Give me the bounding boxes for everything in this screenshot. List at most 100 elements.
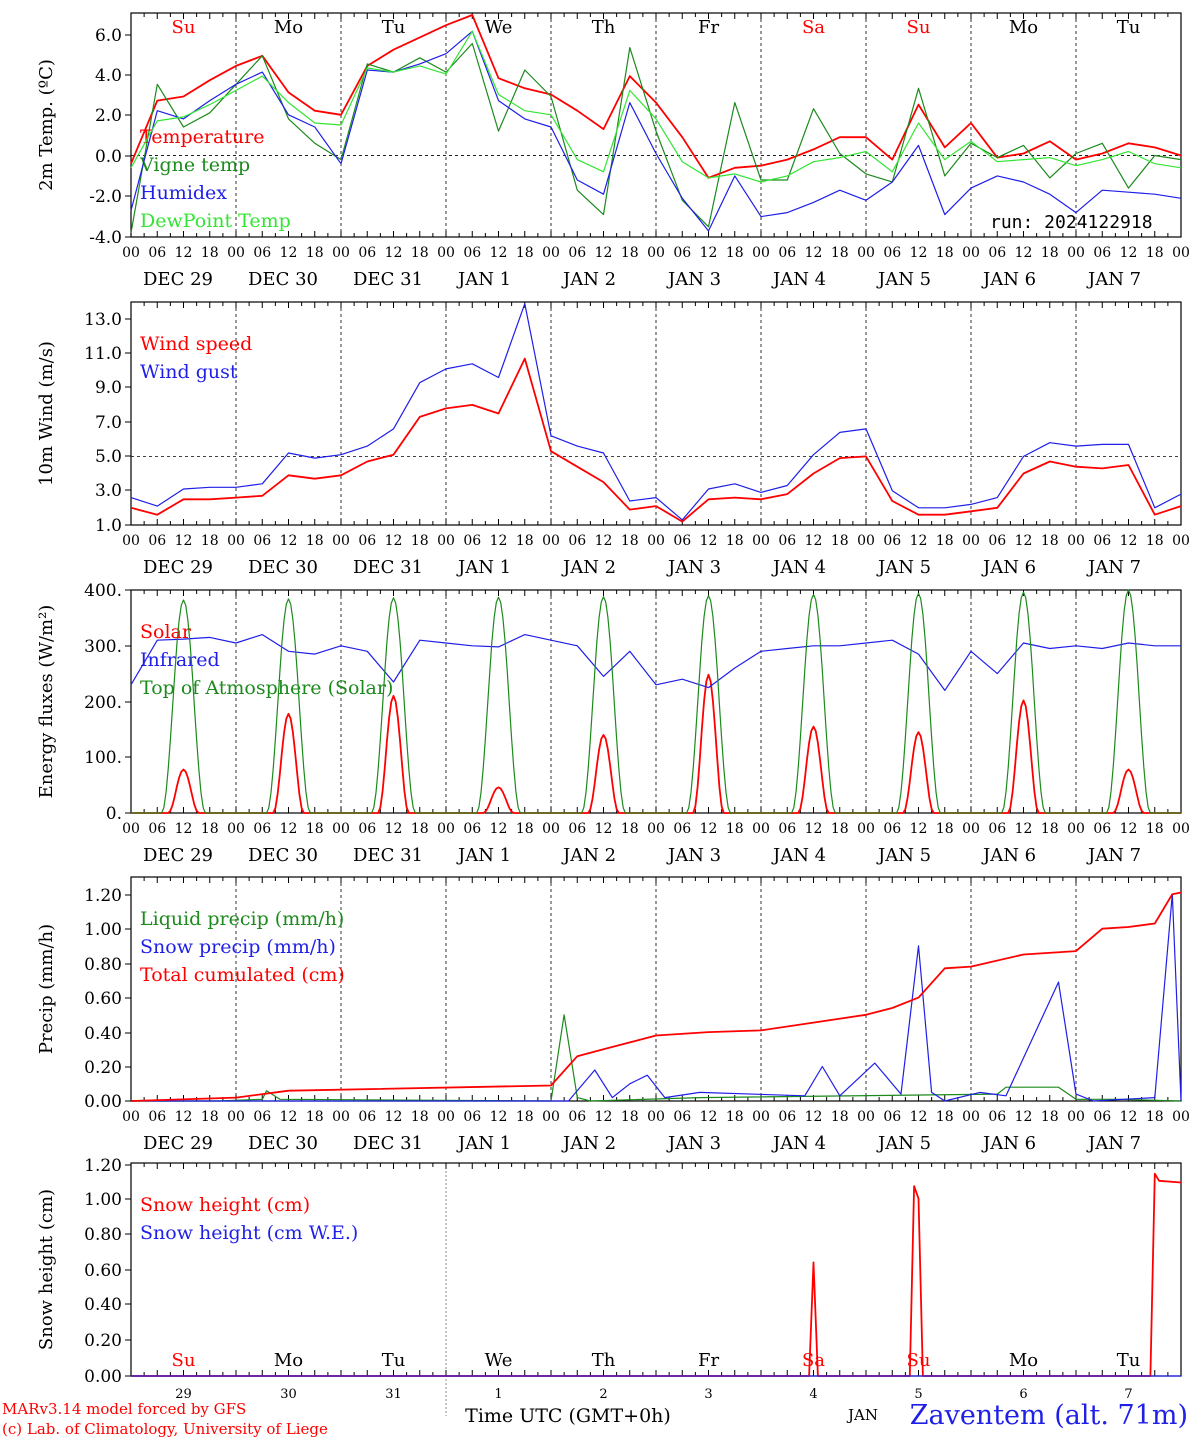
bottom-day-number: 29 — [175, 1387, 192, 1402]
panel-1-series-temperature — [130, 14, 1182, 179]
panel-2-hour-label: 06 — [358, 533, 376, 549]
panel-2-hour-label: 18 — [411, 533, 429, 549]
panel-1-ytick-label: 6.0 — [95, 26, 122, 46]
panel-1-hour-label: 18 — [306, 245, 324, 261]
panel-4-hour-label: 00 — [752, 1109, 770, 1125]
panel-1-hour-label: 12 — [175, 245, 193, 261]
panel-4-hour-label: 06 — [988, 1109, 1006, 1125]
panel-3-date-label: DEC 31 — [353, 845, 423, 866]
panel-2-ytick-label: 9.0 — [95, 378, 122, 398]
panel-2-hour-label: 18 — [726, 533, 744, 549]
panel-1-hour-label: 00 — [647, 245, 665, 261]
panel-3-date-label: JAN 1 — [456, 845, 511, 866]
panel-4-hour-label: 18 — [306, 1109, 324, 1125]
bottom-day-number: 7 — [1124, 1387, 1132, 1402]
panel-4-hour-label: 18 — [516, 1109, 534, 1125]
panel-1-hour-label: 12 — [385, 245, 403, 261]
panel-2-hour-label: 18 — [516, 533, 534, 549]
panel-2-date-label: DEC 30 — [248, 557, 318, 578]
panel-5-ytick-label: 0.60 — [84, 1261, 122, 1281]
panel-1-date-label: DEC 31 — [353, 269, 423, 290]
panel-4-legend-liquid-precip-mm-h: Liquid precip (mm/h) — [140, 908, 344, 930]
panel-1-hour-label: 00 — [1067, 245, 1085, 261]
panel-1-hour-label: 12 — [805, 245, 823, 261]
panel-1-hour-label: 18 — [831, 245, 849, 261]
panel-3-hour-label: 18 — [411, 821, 429, 837]
panel-1-hour-label: 18 — [621, 245, 639, 261]
panel-3-hour-label: 18 — [621, 821, 639, 837]
weekday-label-top: Mo — [1009, 17, 1038, 38]
panel-4-date-label: JAN 7 — [1086, 1133, 1141, 1154]
panel-4-ytick-label: 0.40 — [84, 1024, 122, 1044]
panel-1-ytick-label: 0.0 — [95, 147, 122, 167]
bottom-day-number: 4 — [809, 1387, 817, 1402]
panel-1-hour-label: 06 — [148, 245, 166, 261]
panel-2-date-label: JAN 6 — [981, 557, 1036, 578]
panel-1-series-vigne-temp — [130, 42, 1182, 234]
panel-3-hour-label: 12 — [910, 821, 928, 837]
bottom-day-number: 30 — [280, 1387, 297, 1402]
weekday-label-bottom: Mo — [1009, 1350, 1038, 1371]
panel-3-ytick-label: 100. — [84, 748, 122, 768]
panel-1-hour-label: 12 — [700, 245, 718, 261]
panel-2-hour-label: 12 — [490, 533, 508, 549]
panel-2-hour-label: 12 — [700, 533, 718, 549]
panel-4-hour-label: 06 — [778, 1109, 796, 1125]
panel-1-ytick-label: -4.0 — [89, 228, 122, 248]
panel-2-hour-label: 00 — [1067, 533, 1085, 549]
panel-1-legend-humidex: Humidex — [140, 182, 227, 204]
panel-4-series-liquid-precip-mm-h — [131, 1014, 1182, 1102]
panel-3-hour-label: 06 — [463, 821, 481, 837]
panel-2-hour-label: 12 — [175, 533, 193, 549]
panel-3-hour-label: 06 — [253, 821, 271, 837]
panel-1-hour-label: 12 — [910, 245, 928, 261]
panel-4-hour-label: 12 — [1015, 1109, 1033, 1125]
panel-3-hour-label: 06 — [1093, 821, 1111, 837]
panel-5-ytick-label: 0.20 — [84, 1331, 122, 1351]
panel-4-date-label: JAN 6 — [981, 1133, 1036, 1154]
panel-2-hour-label: 06 — [778, 533, 796, 549]
panel-4-hour-label: 00 — [647, 1109, 665, 1125]
panel-4-ylabel: Precip (mm/h) — [36, 924, 57, 1054]
panel-5-legend-snow-height-cm: Snow height (cm) — [140, 1194, 310, 1216]
panel-2-series-wind-speed — [130, 357, 1182, 523]
panel-3-date-label: JAN 7 — [1086, 845, 1141, 866]
panel-1-hour-label: 00 — [227, 245, 245, 261]
panel-2-date-label: DEC 29 — [143, 557, 213, 578]
panel-1-hour-label: 06 — [358, 245, 376, 261]
weekday-label-top: We — [485, 17, 513, 38]
panel-1-hour-label: 12 — [1015, 245, 1033, 261]
panel-4-ytick-label: 0.00 — [84, 1092, 122, 1112]
x-axis-label: Time UTC (GMT+0h) — [465, 1405, 671, 1427]
panel-4-hour-label: 00 — [122, 1109, 140, 1125]
panel-2-ytick-label: 3.0 — [95, 481, 122, 501]
panel-1-date-label: JAN 7 — [1086, 269, 1141, 290]
panel-2-legend-wind-speed: Wind speed — [140, 333, 252, 355]
panel-4-date-label: DEC 29 — [143, 1133, 213, 1154]
panel-4-hour-label: 18 — [411, 1109, 429, 1125]
panel-4-hour-label: 18 — [726, 1109, 744, 1125]
panel-3-hour-label: 06 — [883, 821, 901, 837]
panel-1-ytick-label: -2.0 — [89, 187, 122, 207]
panel-3-ytick-label: 400. — [84, 581, 122, 601]
panel-3-legend-top-of-atmosphere-solar: Top of Atmosphere (Solar) — [140, 677, 393, 699]
panel-1-date-label: JAN 3 — [666, 269, 721, 290]
bottom-day-number: 2 — [599, 1387, 607, 1402]
panel-3-hour-label: 18 — [1041, 821, 1059, 837]
panel-4-hour-label: 12 — [280, 1109, 298, 1125]
panel-4-hour-label: 06 — [1093, 1109, 1111, 1125]
panel-2-hour-label: 00 — [647, 533, 665, 549]
panel-2-ylabel: 10m Wind (m/s) — [36, 341, 57, 486]
panel-3-hour-label: 00 — [647, 821, 665, 837]
panel-5-ytick-label: 0.80 — [84, 1225, 122, 1245]
weekday-label-bottom: Th — [592, 1350, 616, 1371]
weekday-label-top: Fr — [698, 17, 719, 38]
panel-4-date-label: JAN 1 — [456, 1133, 511, 1154]
panel-4-hour-label: 00 — [1067, 1109, 1085, 1125]
panel-4-hour-label: 06 — [883, 1109, 901, 1125]
panel-4-hour-label: 18 — [201, 1109, 219, 1125]
weekday-label-bottom: We — [485, 1350, 513, 1371]
panel-3-hour-label: 00 — [752, 821, 770, 837]
panel-5-series-snow-height-cm — [131, 1172, 1182, 1377]
